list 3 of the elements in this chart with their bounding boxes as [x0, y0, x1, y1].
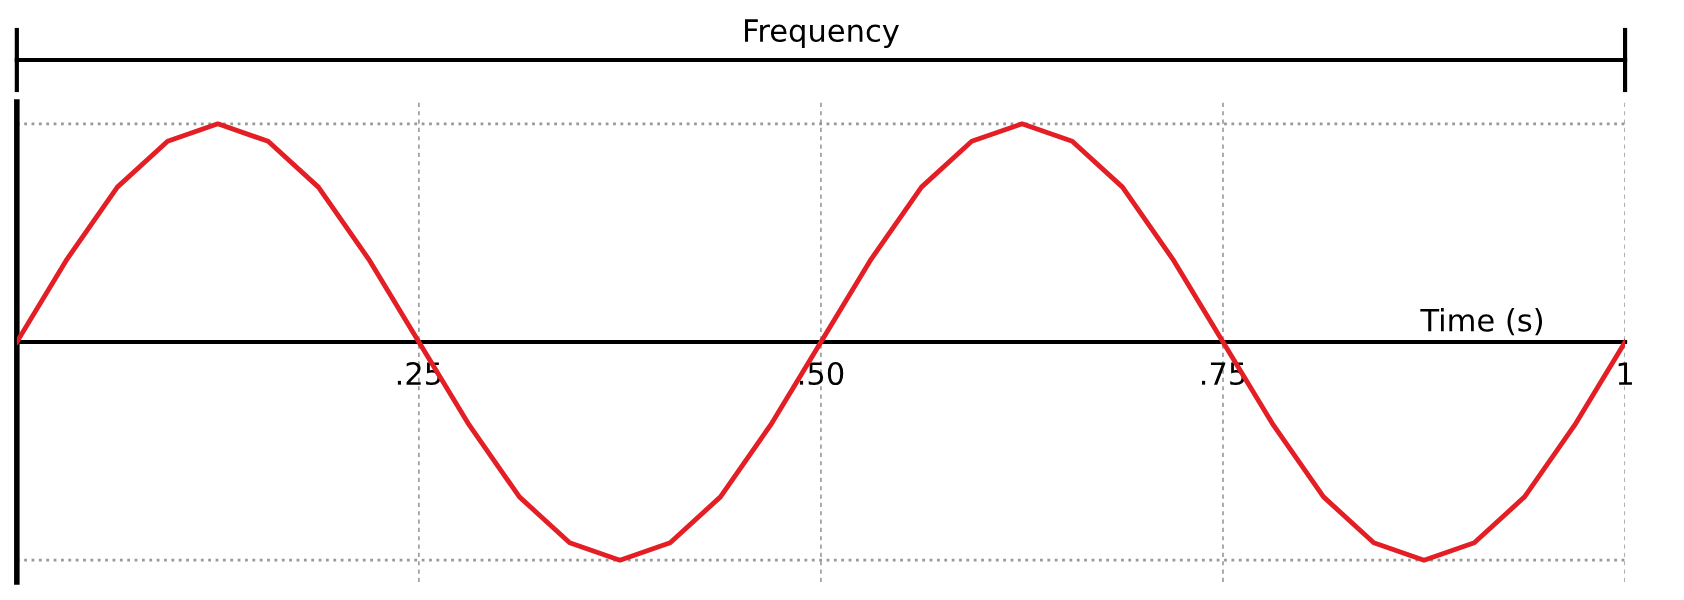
text: Frequency [745, 19, 899, 48]
x-tick-label: 1 [1618, 362, 1632, 385]
x-axis-title: Time (s) [1420, 308, 1543, 336]
